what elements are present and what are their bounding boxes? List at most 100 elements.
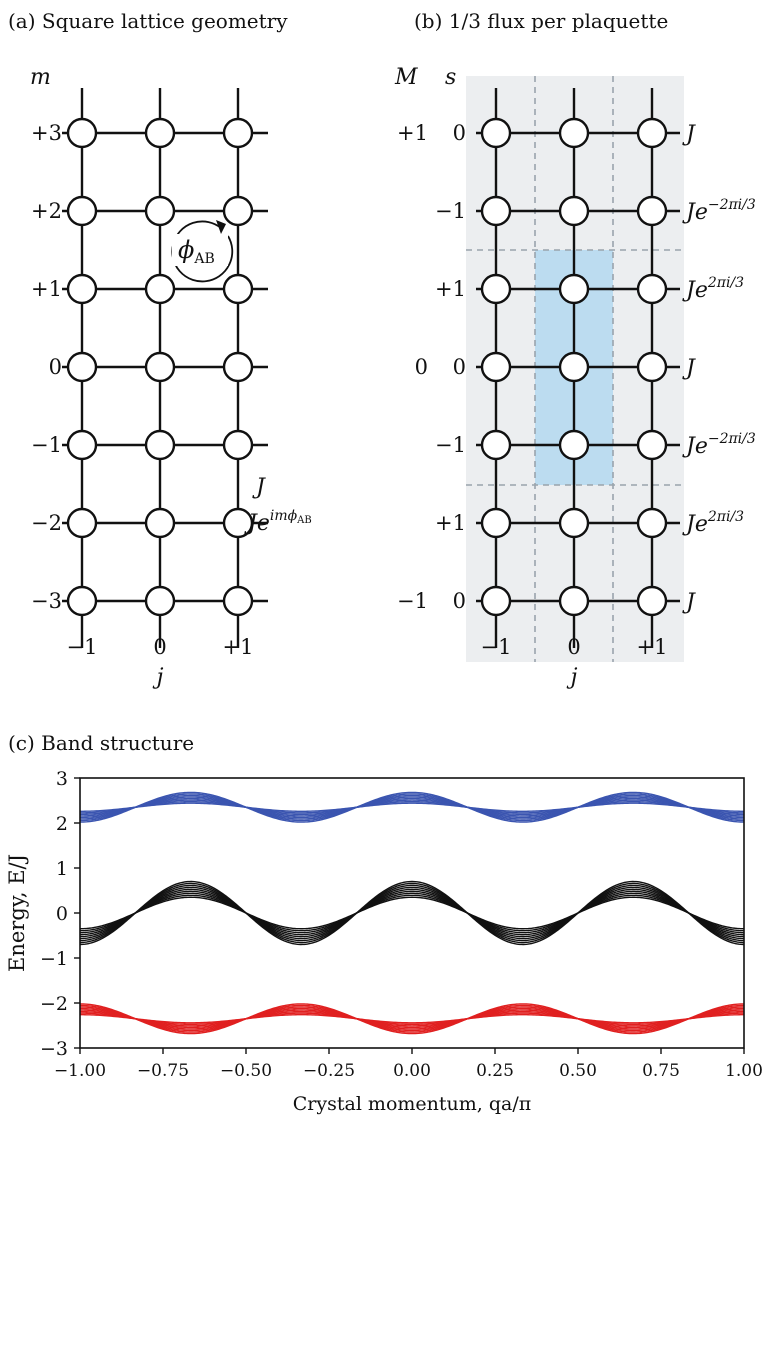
band-1-line-6 bbox=[79, 884, 745, 942]
s-label: −1 bbox=[435, 433, 466, 457]
lattice-site bbox=[144, 273, 176, 305]
m-label: −1 bbox=[397, 589, 428, 613]
hop-vertical-label: J bbox=[252, 475, 266, 500]
row-label-m: +1 bbox=[31, 277, 62, 301]
lattice-site bbox=[222, 195, 254, 227]
lattice-site bbox=[636, 195, 668, 227]
s-label: +1 bbox=[435, 511, 466, 535]
x-tick-label: 0.75 bbox=[642, 1061, 680, 1081]
lattice-site bbox=[66, 585, 98, 617]
lattice-site bbox=[480, 585, 512, 617]
band-0-line-1 bbox=[80, 800, 744, 814]
panel-a-title: (a) Square lattice geometry bbox=[8, 9, 288, 33]
y-tick-label: 2 bbox=[56, 813, 68, 835]
lattice-site bbox=[144, 585, 176, 617]
band-1-line-1 bbox=[79, 894, 745, 932]
lattice-site bbox=[222, 507, 254, 539]
band-0-line-4 bbox=[79, 796, 745, 819]
band-1-line-8 bbox=[79, 880, 745, 946]
s-label: −1 bbox=[435, 199, 466, 223]
lattice-site bbox=[480, 429, 512, 461]
x-tick-label: −0.25 bbox=[303, 1061, 355, 1081]
x-tick-label: −0.50 bbox=[220, 1061, 272, 1081]
s-label: 0 bbox=[453, 355, 466, 379]
band-2-line-4 bbox=[79, 1007, 745, 1030]
flux-label-bg bbox=[172, 234, 228, 266]
y-axis-label: Energy, E/J bbox=[5, 854, 29, 972]
band-0-line-2 bbox=[79, 799, 745, 816]
col-label-j: 0 bbox=[153, 635, 166, 659]
lattice-site bbox=[636, 273, 668, 305]
y-tick-label: −1 bbox=[40, 948, 68, 970]
y-tick-label: −2 bbox=[40, 993, 68, 1015]
s-label: 0 bbox=[453, 589, 466, 613]
row-label-m: −2 bbox=[31, 511, 62, 535]
y-tick-label: 0 bbox=[56, 903, 68, 925]
col-label-j: +1 bbox=[223, 635, 254, 659]
row-label-m: +2 bbox=[31, 199, 62, 223]
lattice-site bbox=[222, 585, 254, 617]
s-label: 0 bbox=[453, 121, 466, 145]
band-2-line-2 bbox=[79, 1010, 745, 1027]
x-tick-label: 0.50 bbox=[559, 1061, 597, 1081]
lattice-site bbox=[558, 351, 590, 383]
col-label-j: −1 bbox=[481, 635, 512, 659]
lattice-site bbox=[558, 195, 590, 227]
col-axis-label-a: j bbox=[152, 665, 164, 690]
m-label: +1 bbox=[397, 121, 428, 145]
lattice-site bbox=[222, 273, 254, 305]
arrowhead-icon bbox=[216, 220, 226, 234]
band-structure-chart: 3 2 1 0 −1 −2 −3−1.00 −0.75 −0.50 −0.25 0.00 0.25 0.… bbox=[5, 768, 763, 1115]
lattice-site bbox=[66, 117, 98, 149]
hop-label: J bbox=[682, 590, 696, 615]
lattice-site bbox=[636, 429, 668, 461]
lattice-site bbox=[480, 195, 512, 227]
band-2-line-3 bbox=[79, 1009, 745, 1029]
band-2-line-0 bbox=[80, 1014, 744, 1024]
lattice-site bbox=[636, 585, 668, 617]
lattice-site bbox=[66, 429, 98, 461]
band-1-line-5 bbox=[79, 886, 745, 940]
band-1-line-0 bbox=[79, 896, 745, 930]
hop-label: Je2πi/3 bbox=[682, 275, 744, 303]
lattice-site bbox=[636, 507, 668, 539]
lattice-b: 0 −1 +1 0 −1 +1 0 +1 0 −1 −1 0 +1 J Je−2πi/3 Je2πi/3 J Je… bbox=[397, 76, 756, 662]
panel-c-title: (c) Band structure bbox=[8, 731, 194, 755]
m-label: 0 bbox=[415, 355, 428, 379]
lattice-site bbox=[66, 507, 98, 539]
lattice-site bbox=[144, 195, 176, 227]
flux-label: ϕAB bbox=[178, 236, 215, 267]
lattice-site bbox=[558, 585, 590, 617]
plot-frame bbox=[79, 777, 745, 1049]
band-0-line-7 bbox=[79, 791, 745, 823]
hop-label: Je−2πi/3 bbox=[682, 431, 756, 459]
lattice-site bbox=[558, 117, 590, 149]
band-1-line-4 bbox=[79, 888, 745, 938]
x-tick-label: −0.75 bbox=[137, 1061, 189, 1081]
row-label-m: −1 bbox=[31, 433, 62, 457]
lattice-site bbox=[480, 273, 512, 305]
y-tick-label: 1 bbox=[56, 858, 68, 880]
lattice-site bbox=[66, 195, 98, 227]
col-label-j: −1 bbox=[67, 635, 98, 659]
band-1-line-2 bbox=[79, 892, 745, 934]
band-0-line-3 bbox=[79, 797, 745, 817]
s-label: +1 bbox=[435, 277, 466, 301]
y-tick-label: −3 bbox=[40, 1038, 68, 1060]
band-2-line-6 bbox=[79, 1004, 745, 1033]
lattice-site bbox=[66, 273, 98, 305]
panel-b-title: (b) 1/3 flux per plaquette bbox=[414, 9, 668, 33]
lattice-site bbox=[558, 507, 590, 539]
lattice-site bbox=[222, 117, 254, 149]
lattice-site bbox=[480, 117, 512, 149]
lattice-site bbox=[558, 273, 590, 305]
band-1-line-7 bbox=[79, 882, 745, 944]
lattice-site bbox=[636, 351, 668, 383]
band-0-line-6 bbox=[79, 793, 745, 822]
y-tick-label: 3 bbox=[56, 768, 68, 790]
x-tick-label: 0.25 bbox=[476, 1061, 514, 1081]
m-header: M bbox=[394, 65, 418, 90]
hop-label: J bbox=[682, 356, 696, 381]
